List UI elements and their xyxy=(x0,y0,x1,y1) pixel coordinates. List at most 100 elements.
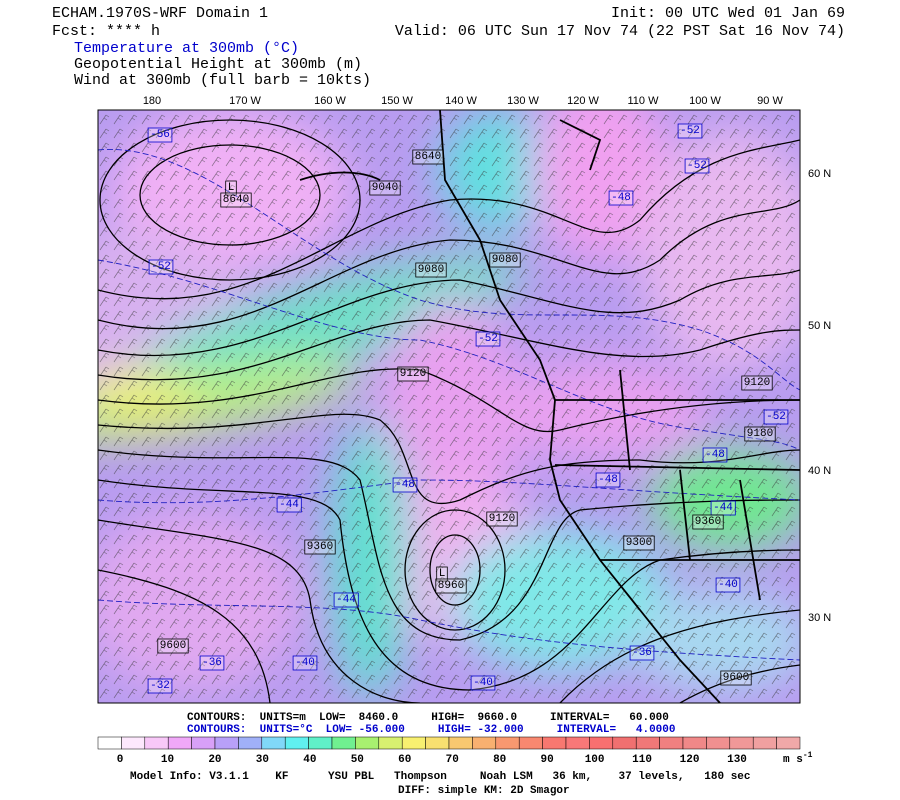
label-box xyxy=(276,497,302,513)
colorbar-tick-label: 110 xyxy=(632,754,652,766)
map-frame xyxy=(97,109,801,704)
colorbar-swatch xyxy=(659,736,684,750)
colorbar-swatch xyxy=(729,736,754,750)
longitude-label: 120 W xyxy=(567,95,599,107)
temperature-label: -52 xyxy=(687,160,707,172)
field-temperature: Temperature at 300mb (°C) xyxy=(74,40,299,57)
label-box xyxy=(684,158,710,174)
label-box xyxy=(225,180,237,196)
label-box xyxy=(304,539,336,555)
height-label: 9040 xyxy=(372,182,398,194)
forecast-hour: Fcst: **** h xyxy=(52,23,160,40)
colorbar-swatch xyxy=(331,736,356,750)
temperature-label: -40 xyxy=(295,657,315,669)
colorbar-swatch xyxy=(355,736,380,750)
latitude-label: 50 N xyxy=(808,320,831,332)
init-time: Init: 00 UTC Wed 01 Jan 69 xyxy=(611,5,845,22)
colorbar-swatch xyxy=(589,736,614,750)
field-height: Geopotential Height at 300mb (m) xyxy=(74,56,362,73)
temperature-label: -40 xyxy=(718,579,738,591)
colorbar-tick-label: 10 xyxy=(161,754,174,766)
label-box xyxy=(292,655,318,671)
colorbar-swatch xyxy=(448,736,473,750)
colorbar-unit: m s-1 xyxy=(783,751,813,766)
temperature-label: -52 xyxy=(151,261,171,273)
temperature-label: -52 xyxy=(680,125,700,137)
label-box xyxy=(333,592,359,608)
label-box xyxy=(608,190,634,206)
colorbar-swatch xyxy=(144,736,169,750)
label-box xyxy=(147,678,173,694)
longitude-label: 130 W xyxy=(507,95,539,107)
temperature-label: -40 xyxy=(473,677,493,689)
height-label: 9600 xyxy=(723,672,749,684)
temperature-label: -44 xyxy=(279,499,299,511)
label-box xyxy=(199,655,225,671)
colorbar-tick-label: 40 xyxy=(303,754,316,766)
colorbar-swatch xyxy=(542,736,567,750)
low-marker: L xyxy=(228,182,235,194)
longitude-label: 150 W xyxy=(381,95,413,107)
map-area xyxy=(98,110,800,703)
colorbar-swatch xyxy=(378,736,403,750)
model-title: ECHAM.1970S-WRF Domain 1 xyxy=(52,5,268,22)
colorbar-tick-label: 60 xyxy=(398,754,411,766)
latitude-label: 40 N xyxy=(808,465,831,477)
temperature-label: -48 xyxy=(598,474,618,486)
colorbar-swatch xyxy=(308,736,333,750)
label-box xyxy=(720,670,752,686)
height-label: 9360 xyxy=(695,516,721,528)
colorbar-swatch xyxy=(752,736,777,750)
temperature-label: -44 xyxy=(713,502,733,514)
label-box xyxy=(435,578,467,594)
temperature-label: -48 xyxy=(705,449,725,461)
temperature-label: -52 xyxy=(766,411,786,423)
height-label: 9120 xyxy=(489,513,515,525)
colorbar-swatch xyxy=(706,736,731,750)
height-label: 9080 xyxy=(492,254,518,266)
colorbar-swatch xyxy=(565,736,590,750)
height-contour-info: CONTOURS: UNITS=m LOW= 8460.0 HIGH= 9660… xyxy=(187,712,669,724)
colorbar-tick-label: 30 xyxy=(256,754,269,766)
colorbar-swatch xyxy=(214,736,239,750)
colorbar-swatch xyxy=(401,736,426,750)
label-box xyxy=(369,180,401,196)
label-box xyxy=(692,514,724,530)
label-box xyxy=(702,447,728,463)
colorbar-tick-label: 80 xyxy=(493,754,506,766)
colorbar-tick-label: 50 xyxy=(351,754,364,766)
colorbar-tick-label: 100 xyxy=(585,754,605,766)
temperature-label: -36 xyxy=(632,647,652,659)
colorbar-swatch xyxy=(261,736,286,750)
low-marker: L xyxy=(439,568,446,580)
colorbar-swatch xyxy=(284,736,309,750)
colorbar-tick-label: 120 xyxy=(680,754,700,766)
label-box xyxy=(415,262,447,278)
longitude-label: 160 W xyxy=(314,95,346,107)
height-label: 9180 xyxy=(747,428,773,440)
colorbar-tick-label: 130 xyxy=(727,754,747,766)
temperature-contour-info: CONTOURS: UNITS=°C LOW= -56.000 HIGH= -3… xyxy=(187,724,675,736)
label-box xyxy=(436,566,448,582)
label-box xyxy=(629,645,655,661)
height-label: 9300 xyxy=(626,537,652,549)
field-wind: Wind at 300mb (full barb = 10kts) xyxy=(74,72,371,89)
colorbar-tick-label: 70 xyxy=(446,754,459,766)
valid-time: Valid: 06 UTC Sun 17 Nov 74 (22 PST Sat … xyxy=(395,23,845,40)
label-box xyxy=(147,127,173,143)
colorbar-swatch xyxy=(191,736,216,750)
colorbar-tick-label: 90 xyxy=(541,754,554,766)
diffusion-info: DIFF: simple KM: 2D Smagor xyxy=(398,785,570,797)
label-box xyxy=(744,426,776,442)
label-box xyxy=(148,259,174,275)
label-box xyxy=(486,511,518,527)
longitude-labels: 180 170 W 160 W 150 W 140 W 130 W 120 W 110 W 10… xyxy=(143,95,784,107)
latitude-label: 30 N xyxy=(808,612,831,624)
label-box xyxy=(595,472,621,488)
height-label: 8640 xyxy=(223,194,249,206)
label-box xyxy=(715,577,741,593)
colorbar-swatch xyxy=(518,736,543,750)
coastlines-borders xyxy=(299,110,800,703)
colorbar-swatch xyxy=(495,736,520,750)
